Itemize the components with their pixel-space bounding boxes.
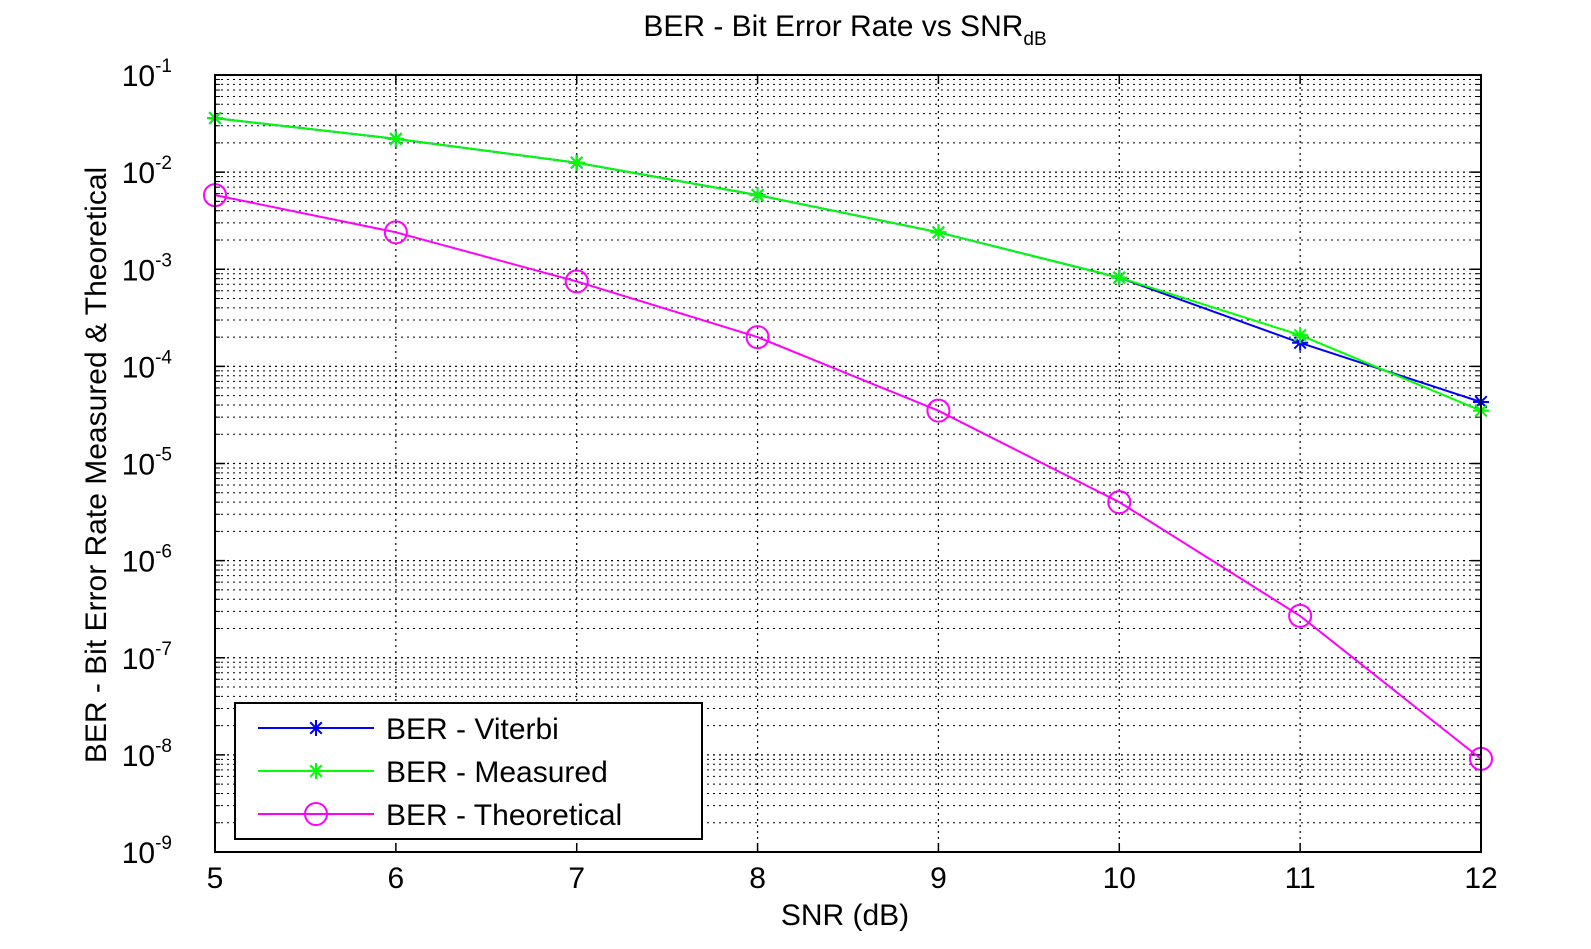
- data-point-marker: [564, 269, 589, 294]
- x-tick-label: 8: [749, 862, 766, 895]
- legend: BER - Viterbi BER - Measured BER - Theoret…: [234, 702, 703, 840]
- x-tick-label: 9: [930, 862, 947, 895]
- y-tick-exponent: -3: [155, 250, 172, 271]
- y-tick-label: 10-9: [122, 833, 172, 870]
- series: [203, 110, 1493, 771]
- legend-entry-label: BER - Theoretical: [386, 799, 622, 832]
- data-point-marker: [745, 325, 770, 350]
- chart-title-subscript: dB: [1023, 29, 1046, 50]
- legend-marker: [304, 802, 328, 826]
- data-point-marker: [568, 154, 585, 171]
- data-point-marker: [1288, 603, 1313, 628]
- x-tick-label: 10: [1103, 862, 1136, 895]
- y-tick-base: 10: [122, 157, 155, 190]
- x-tick-label: 5: [207, 862, 224, 895]
- legend-marker: [308, 763, 324, 779]
- y-tick-base: 10: [122, 60, 155, 93]
- data-point-marker: [383, 220, 408, 245]
- y-tick-base: 10: [122, 643, 155, 676]
- y-tick-exponent: -8: [155, 736, 172, 757]
- x-tick-label: 6: [388, 862, 405, 895]
- chart-title: BER - Bit Error Rate vs SNRdB: [643, 10, 1046, 50]
- y-tick-labels: 10-110-210-310-410-510-610-710-810-9: [122, 56, 173, 870]
- data-point-marker: [387, 130, 404, 147]
- y-tick-label: 10-1: [122, 56, 172, 93]
- y-tick-exponent: -2: [155, 153, 172, 174]
- y-tick-base: 10: [122, 449, 155, 482]
- y-tick-base: 10: [122, 837, 155, 870]
- x-tick-label: 7: [568, 862, 585, 895]
- data-point-marker: [1111, 269, 1128, 286]
- chart-title-main: BER - Bit Error Rate vs SNR: [643, 10, 1023, 43]
- data-point-marker: [926, 398, 951, 423]
- series-line-2: [214, 194, 1482, 760]
- plot-frame: [214, 74, 1482, 853]
- data-point-marker: [1292, 327, 1309, 344]
- y-tick-base: 10: [122, 740, 155, 773]
- y-tick-base: 10: [122, 546, 155, 579]
- data-point-marker: [1107, 490, 1132, 515]
- y-axis-label: BER - Bit Error Rate Measured & Theoreti…: [80, 167, 113, 763]
- y-tick-label: 10-6: [122, 542, 172, 579]
- legend-entry-label: BER - Viterbi: [386, 713, 559, 746]
- y-tick-exponent: -7: [155, 639, 172, 660]
- y-tick-base: 10: [122, 254, 155, 287]
- y-tick-exponent: -1: [155, 56, 172, 77]
- y-tick-label: 10-4: [122, 347, 173, 384]
- y-tick-exponent: -5: [155, 445, 172, 466]
- x-tick-label: 12: [1464, 862, 1497, 895]
- y-tick-exponent: -4: [155, 347, 172, 368]
- y-tick-label: 10-8: [122, 736, 172, 773]
- y-tick-exponent: -6: [155, 542, 172, 563]
- legend-entry-label: BER - Measured: [386, 756, 608, 789]
- x-tick-labels: 5 6 7 8 9 10 11 12: [207, 862, 1498, 895]
- y-tick-label: 10-3: [122, 250, 172, 287]
- y-tick-exponent: -9: [155, 833, 172, 854]
- legend-marker: [308, 720, 324, 736]
- y-tick-base: 10: [122, 351, 155, 384]
- y-tick-label: 10-5: [122, 445, 172, 482]
- y-tick-label: 10-7: [122, 639, 172, 676]
- data-point-marker: [930, 224, 947, 241]
- y-tick-label: 10-2: [122, 153, 172, 190]
- x-tick-label: 11: [1285, 862, 1316, 895]
- series-line-1: [214, 117, 1482, 412]
- x-axis-label: SNR (dB): [781, 899, 909, 932]
- data-point-marker: [749, 187, 766, 204]
